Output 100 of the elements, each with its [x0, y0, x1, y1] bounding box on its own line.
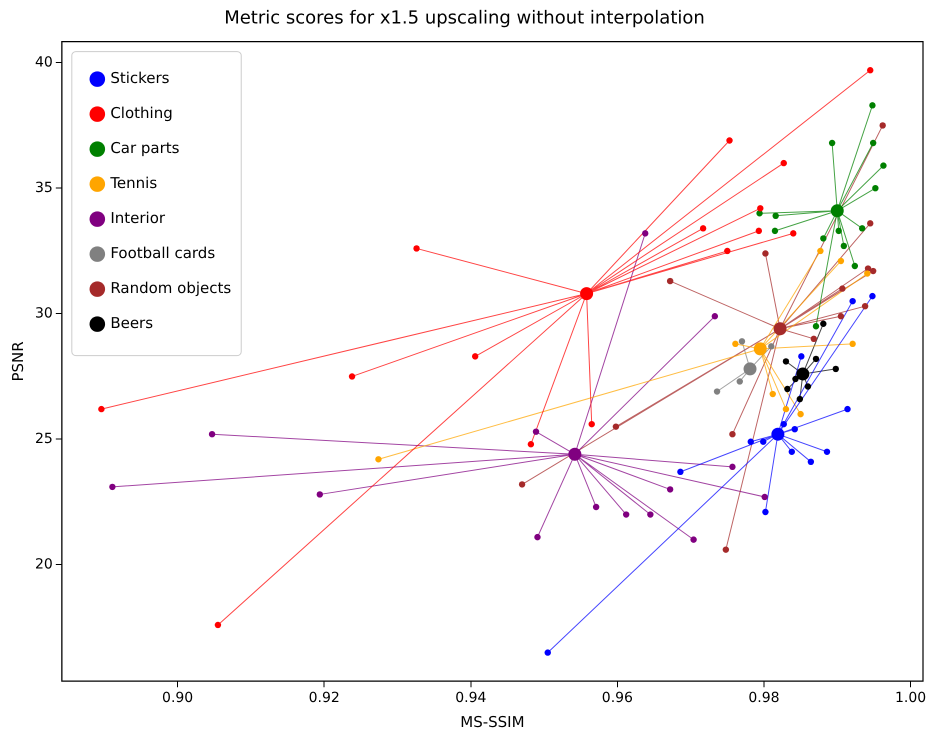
- y-tick-label: 40: [34, 54, 53, 70]
- y-tick-label: 35: [34, 180, 53, 196]
- point: [518, 481, 526, 488]
- point: [666, 486, 674, 493]
- point: [879, 122, 886, 129]
- point: [838, 313, 844, 320]
- point: [792, 426, 798, 432]
- point: [762, 508, 769, 516]
- point: [528, 441, 534, 448]
- point: [780, 160, 787, 166]
- point: [208, 430, 216, 438]
- point: [772, 228, 778, 234]
- point: [828, 140, 836, 146]
- point: [690, 536, 697, 543]
- y-tick-label: 20: [34, 556, 53, 572]
- point: [852, 262, 858, 270]
- point: [472, 353, 478, 360]
- point: [836, 228, 842, 234]
- point: [666, 278, 674, 284]
- point: [757, 205, 764, 212]
- point: [748, 438, 754, 445]
- point: [770, 390, 776, 398]
- legend-label: Car parts: [110, 138, 180, 157]
- point: [838, 258, 844, 264]
- point: [588, 420, 595, 428]
- point: [729, 464, 736, 470]
- point: [864, 270, 870, 277]
- point: [592, 504, 600, 510]
- point: [782, 406, 790, 412]
- point: [824, 448, 830, 455]
- point: [880, 162, 887, 169]
- point: [820, 235, 827, 242]
- legend-label: Stickers: [110, 68, 170, 87]
- x-tick-label: 0.96: [602, 690, 634, 706]
- point: [772, 212, 779, 220]
- point: [804, 383, 812, 390]
- point: [700, 225, 706, 232]
- point: [862, 302, 868, 310]
- point: [797, 410, 804, 418]
- point: [712, 313, 718, 320]
- point: [808, 458, 814, 466]
- point: [817, 248, 824, 254]
- point: [792, 376, 799, 382]
- point: [762, 250, 769, 257]
- legend-label: Football cards: [110, 244, 216, 262]
- point: [788, 448, 796, 455]
- point: [870, 140, 876, 146]
- point: [532, 428, 540, 435]
- point: [768, 343, 774, 350]
- point: [849, 340, 856, 348]
- point: [812, 323, 820, 330]
- point: [642, 230, 648, 237]
- point: [869, 102, 876, 109]
- point: [812, 356, 820, 362]
- point: [756, 228, 762, 234]
- x-tick-label: 0.98: [748, 690, 780, 706]
- point: [870, 268, 876, 274]
- point: [413, 245, 420, 252]
- y-axis-title: PSNR: [8, 341, 27, 382]
- point: [790, 230, 796, 237]
- point: [622, 511, 630, 518]
- point: [214, 622, 222, 628]
- point: [647, 511, 654, 518]
- point: [761, 494, 768, 500]
- point: [729, 430, 736, 438]
- x-axis-title: MS-SSIM: [460, 712, 525, 731]
- point: [810, 336, 817, 342]
- point: [109, 484, 116, 490]
- point: [849, 298, 856, 304]
- point: [724, 248, 731, 254]
- legend-label: Beers: [110, 314, 154, 332]
- point: [722, 546, 730, 553]
- point: [867, 220, 874, 227]
- point: [375, 456, 382, 462]
- point: [839, 285, 846, 292]
- point: [738, 338, 746, 345]
- legend-label: Interior: [110, 208, 166, 227]
- point: [858, 225, 866, 232]
- point: [798, 353, 805, 360]
- legend-label: Tennis: [109, 174, 158, 192]
- point: [844, 406, 851, 412]
- x-tick-label: 0.94: [455, 690, 486, 706]
- point: [732, 340, 739, 348]
- point: [820, 320, 827, 327]
- legend-label: Random objects: [110, 278, 232, 297]
- y-tick-label: 25: [34, 430, 53, 447]
- point: [98, 406, 105, 412]
- point: [316, 491, 324, 498]
- point: [736, 378, 743, 385]
- point: [867, 67, 874, 74]
- point: [677, 468, 684, 476]
- point: [869, 292, 876, 300]
- point: [832, 366, 839, 372]
- legend-label: Clothing: [110, 104, 173, 122]
- point: [612, 423, 620, 430]
- point: [544, 649, 551, 656]
- point: [872, 184, 879, 192]
- x-tick-label: 1.00: [894, 690, 926, 706]
- point: [760, 438, 766, 445]
- point: [796, 396, 804, 402]
